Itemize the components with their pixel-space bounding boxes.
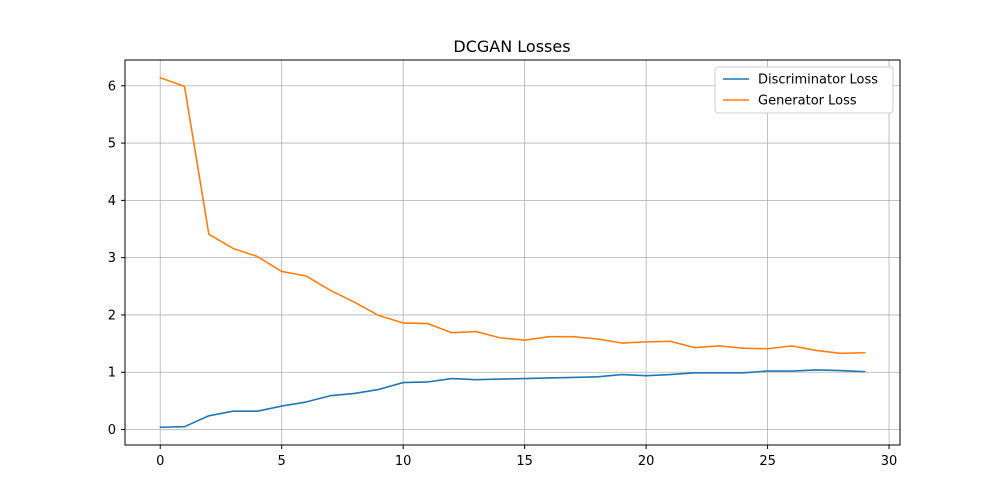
x-tick-label: 5: [278, 454, 286, 469]
y-tick-label: 2: [108, 308, 116, 323]
series-line-generator-loss: [159, 76, 866, 355]
y-tick-label: 3: [108, 251, 116, 266]
legend-box: [714, 66, 894, 114]
y-tick-label: 0: [108, 423, 116, 438]
plot-frame: [124, 59, 901, 446]
x-tick-label: 30: [881, 454, 898, 469]
x-tick-label: 0: [156, 454, 164, 469]
x-tick-label: 15: [516, 454, 533, 469]
legend: Discriminator Loss Generator Loss: [714, 66, 894, 114]
series-layer: [159, 76, 866, 429]
tick-layer: 0 5 10 15 20 25 30 0 1 2 3 4 5 6: [108, 79, 898, 469]
x-tick-label: 20: [638, 454, 655, 469]
grid-layer: [125, 60, 900, 445]
x-tick-label: 25: [759, 454, 776, 469]
legend-label: Generator Loss: [758, 94, 857, 109]
chart-title: DCGAN Losses: [453, 37, 570, 56]
y-tick-label: 1: [108, 366, 116, 381]
y-tick-label: 4: [108, 194, 116, 209]
x-tick-label: 10: [395, 454, 412, 469]
legend-label: Discriminator Loss: [758, 73, 878, 88]
y-tick-label: 6: [108, 79, 116, 94]
y-tick-label: 5: [108, 137, 116, 152]
series-line-discriminator-loss: [159, 369, 866, 429]
